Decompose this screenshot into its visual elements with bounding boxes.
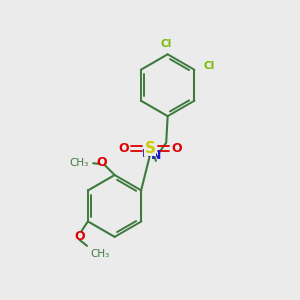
Text: S: S <box>145 141 155 156</box>
Text: O: O <box>171 142 182 155</box>
Text: O: O <box>118 142 129 155</box>
Text: N: N <box>151 148 161 161</box>
Text: Cl: Cl <box>203 61 214 71</box>
Text: H: H <box>142 149 151 159</box>
Text: O: O <box>74 230 85 243</box>
Text: CH₃: CH₃ <box>70 158 89 168</box>
Text: CH₃: CH₃ <box>90 249 109 260</box>
Text: O: O <box>97 156 107 169</box>
Text: Cl: Cl <box>160 39 172 49</box>
